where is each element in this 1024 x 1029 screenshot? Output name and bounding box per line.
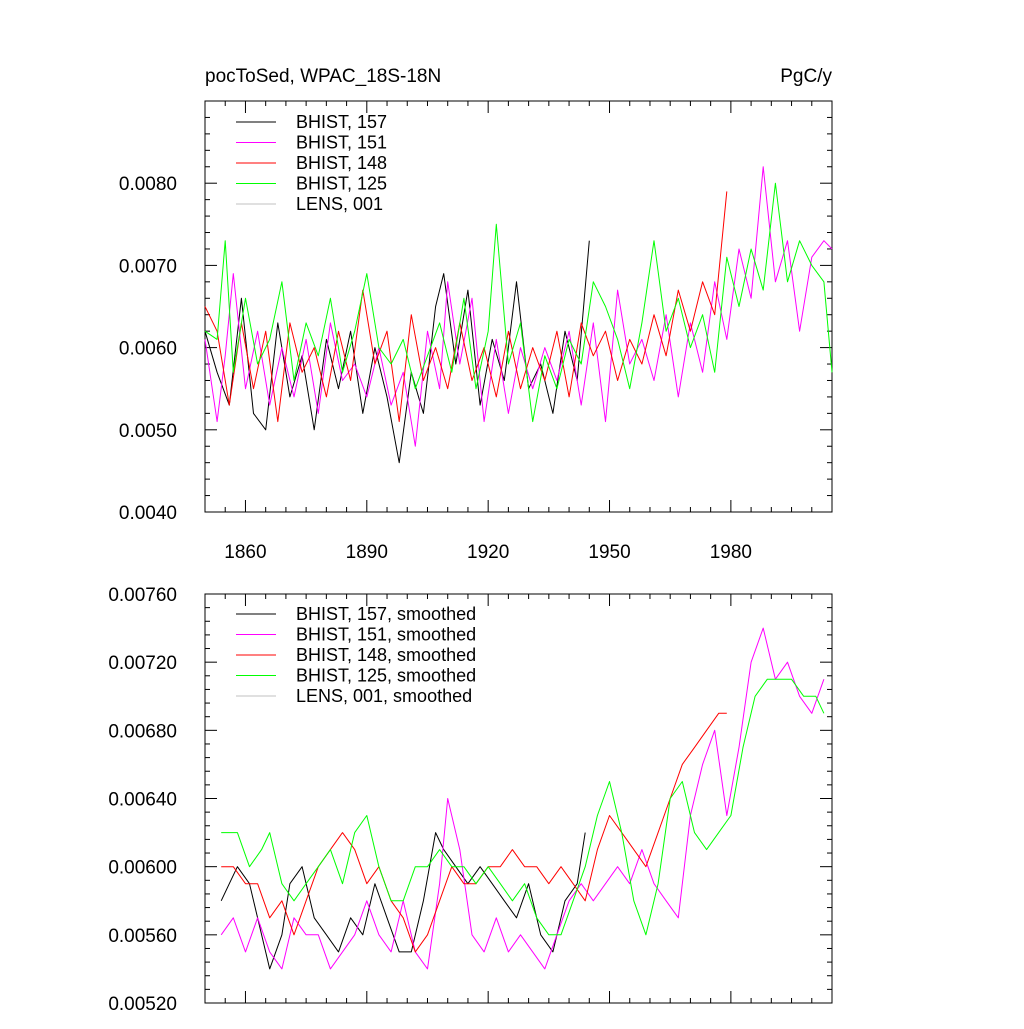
y-tick-label: 0.00760	[108, 585, 177, 606]
series-line-4	[204, 182, 833, 423]
y-tick-label: 0.00520	[108, 994, 177, 1015]
legend-label: BHIST, 148	[296, 153, 387, 173]
series-line-2	[204, 166, 833, 447]
x-tick-label: 1920	[467, 542, 509, 563]
legend-label: BHIST, 151	[296, 133, 387, 153]
legend-label: BHIST, 151, smoothed	[296, 625, 476, 645]
y-tick-label: 0.0070	[119, 256, 177, 277]
legend-label: BHIST, 157, smoothed	[296, 604, 476, 624]
y-tick-label: 0.0050	[119, 421, 177, 442]
y-tick-label: 0.00600	[108, 858, 177, 879]
y-tick-label: 0.00680	[108, 721, 177, 742]
y-tick-label: 0.00720	[108, 653, 177, 674]
y-tick-label: 0.0060	[119, 339, 177, 360]
x-tick-label: 1890	[346, 542, 388, 563]
units-label: PgC/y	[780, 66, 832, 87]
legend-label: BHIST, 148, smoothed	[296, 645, 476, 665]
y-tick-label: 0.0080	[119, 174, 177, 195]
chart-title: pocToSed, WPAC_18S-18N	[205, 66, 441, 87]
x-tick-label: 1860	[224, 542, 266, 563]
legend-label: LENS, 001, smoothed	[296, 686, 472, 706]
y-tick-label: 0.00560	[108, 926, 177, 947]
bottom-panel: 0.00520 0.00560 0.00600 0.00640 0.00680 0.007…	[108, 585, 833, 1015]
legend-label: BHIST, 125	[296, 174, 387, 194]
series-line-3	[221, 712, 727, 953]
series-line-3	[204, 191, 728, 423]
y-tick-label: 0.0040	[119, 503, 177, 524]
series-line-4	[221, 678, 825, 936]
legend-label: BHIST, 125, smoothed	[296, 666, 476, 686]
x-tick-label: 1950	[588, 542, 630, 563]
x-tick-label: 1980	[710, 542, 752, 563]
legend-label: LENS, 001	[296, 194, 383, 214]
legend-label: BHIST, 157	[296, 112, 387, 132]
series-line-2	[220, 627, 825, 970]
y-tick-label: 0.00640	[108, 790, 177, 811]
top-panel: pocToSed, WPAC_18S-18N PgC/y 1860 1890 192…	[119, 66, 833, 563]
